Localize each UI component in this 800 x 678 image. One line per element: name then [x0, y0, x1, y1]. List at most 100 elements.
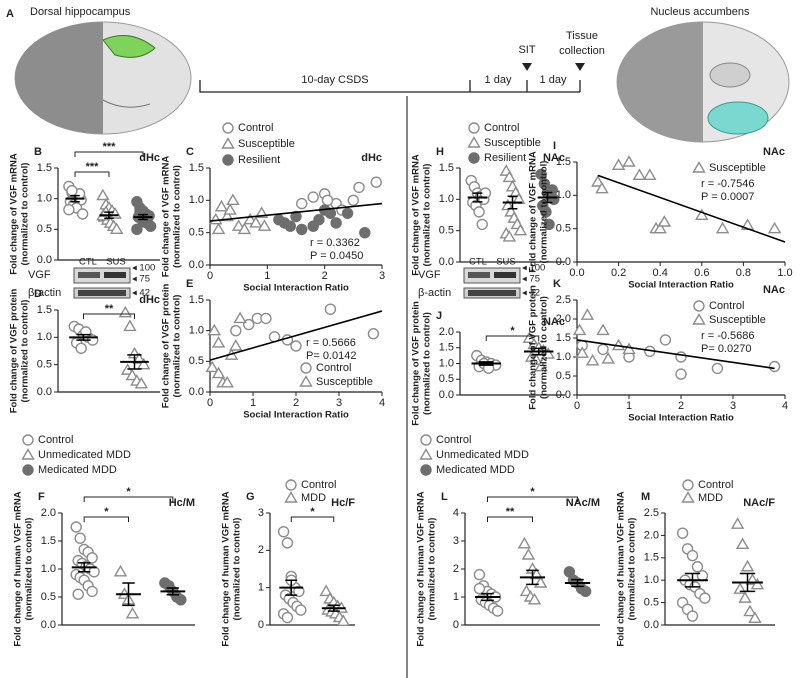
blot-column: SUS — [106, 257, 126, 268]
point — [321, 194, 334, 207]
error-bar — [542, 191, 553, 204]
blot-column: CTL — [469, 257, 487, 268]
point — [748, 611, 762, 623]
stats-label: P= 0.0142 — [306, 350, 356, 362]
stats-label: r = 0.3362 — [310, 237, 360, 249]
point — [295, 604, 307, 616]
region-label: dHc — [361, 152, 382, 164]
point — [676, 527, 689, 539]
y-tick-label: 2.0 — [439, 326, 454, 338]
error-bar — [478, 361, 494, 366]
point — [675, 351, 687, 363]
point — [132, 352, 146, 364]
legend-label: MDD — [301, 492, 326, 504]
point — [513, 223, 528, 236]
y-tick-label: 0.5 — [37, 359, 52, 371]
y-tick-label: 1.0 — [556, 189, 571, 201]
stats-label: P = 0.0007 — [701, 191, 754, 203]
legend-symbol — [692, 161, 706, 173]
point — [622, 155, 636, 167]
x-tick-label: 3 — [336, 397, 342, 409]
error-bar — [739, 572, 756, 593]
y-tick-label: 1.0 — [37, 193, 52, 205]
point — [296, 223, 308, 236]
y-axis-label: Fold change of VGF mRNA — [411, 154, 422, 276]
y-tick-label: 0 — [258, 619, 264, 631]
point — [277, 525, 290, 538]
error-bar — [104, 211, 114, 220]
point — [657, 215, 672, 227]
point — [223, 203, 237, 215]
point — [597, 343, 609, 356]
error-bar — [166, 587, 180, 596]
blot-band — [494, 272, 516, 278]
point — [715, 221, 730, 234]
blot-band — [468, 272, 490, 278]
legend-label: Susceptible — [316, 376, 373, 388]
legend-label: Medicated MDD — [38, 464, 117, 476]
point — [686, 549, 699, 562]
y-tick-label: 1.5 — [439, 162, 454, 174]
panel-letter: H — [436, 146, 444, 158]
point — [80, 326, 92, 338]
point — [319, 584, 333, 597]
y-tick-label: 0.0 — [556, 389, 571, 401]
y-tick-label: 1.5 — [37, 162, 52, 174]
point — [125, 368, 139, 381]
legend-symbol — [299, 375, 313, 387]
timeline — [199, 63, 585, 93]
blot-band — [78, 290, 126, 296]
point — [585, 353, 600, 366]
y-axis-label: Fold change of human VGF mRNA — [221, 491, 232, 646]
region-label: NAc — [763, 146, 785, 158]
error-bar — [472, 192, 483, 203]
panel-letter: G — [246, 491, 255, 503]
brain-right — [616, 21, 790, 143]
legend-symbol — [221, 137, 235, 149]
point — [529, 353, 544, 366]
legend-label: Susceptible — [709, 162, 766, 174]
point — [572, 323, 587, 336]
point — [86, 585, 98, 598]
y-axis-label: Fold change of VGF mRNA — [161, 156, 172, 278]
y-axis-label: (normalized to control) — [20, 163, 31, 266]
point — [76, 208, 89, 220]
y-axis-label: (normalized to control) — [539, 296, 550, 399]
point — [233, 311, 247, 324]
x-tick-label: 4 — [379, 397, 385, 409]
significance-label: *** — [103, 141, 117, 153]
point — [367, 328, 380, 340]
point — [242, 318, 255, 331]
y-tick-label: 2.5 — [644, 507, 659, 519]
region-label: NAc/M — [566, 497, 600, 509]
point — [711, 362, 724, 375]
significance-label: * — [510, 325, 515, 337]
point — [211, 366, 226, 379]
blot-image — [73, 267, 131, 284]
error-bar — [70, 194, 80, 203]
legend-symbol — [419, 448, 433, 460]
y-tick-label: 0.5 — [439, 373, 454, 385]
point — [66, 184, 78, 197]
point — [534, 359, 548, 372]
x-tick-label: 0 — [574, 400, 580, 412]
y-tick-label: 4 — [453, 507, 459, 519]
point — [281, 537, 294, 549]
point — [336, 614, 351, 626]
y-axis-label: Fold change of human VGF mRNA — [13, 491, 24, 646]
legend-symbol — [284, 491, 298, 503]
error-bar — [77, 562, 91, 573]
region-label: NAc — [763, 284, 785, 296]
point — [643, 168, 657, 181]
point — [579, 585, 592, 598]
y-tick-label: 1.0 — [189, 194, 204, 206]
point — [205, 360, 219, 373]
significance-bracket — [83, 496, 174, 502]
y-tick-label: 0.5 — [439, 225, 454, 237]
y-tick-label: 0.5 — [37, 223, 52, 235]
stats-label: P = 0.0450 — [310, 250, 363, 262]
y-tick-label: 1.0 — [556, 351, 571, 363]
blot-row: β-actin — [418, 287, 451, 299]
point — [324, 303, 337, 315]
